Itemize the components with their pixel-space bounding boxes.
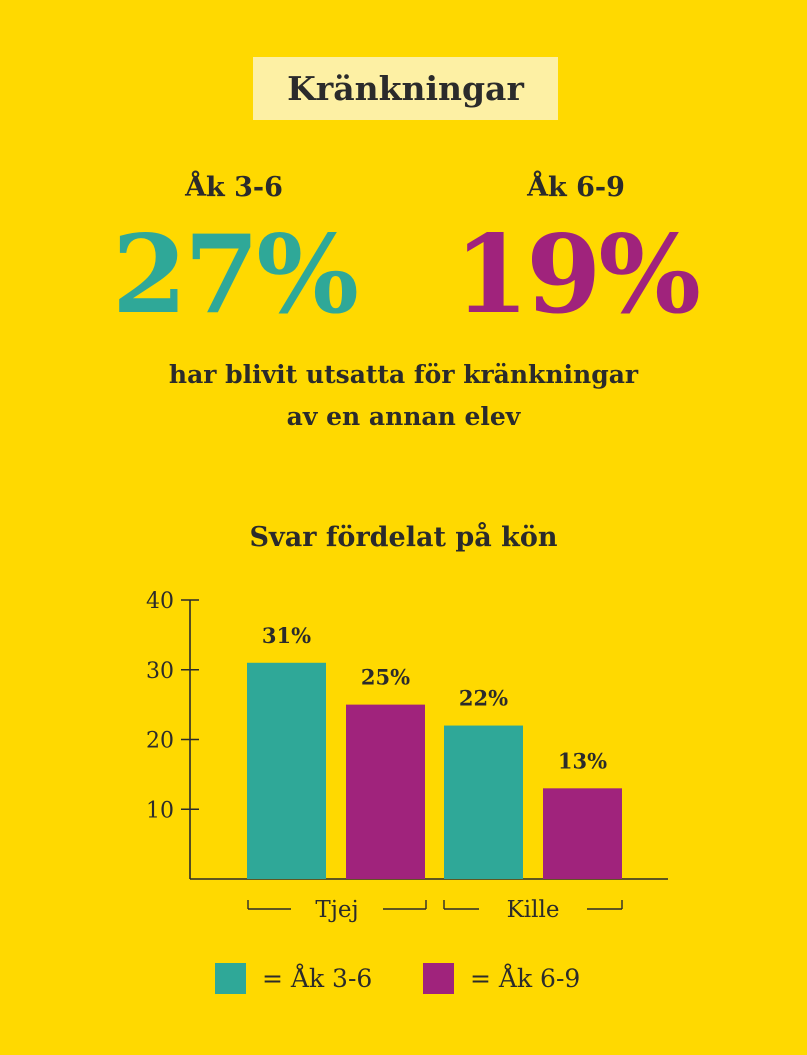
stat-value-ak-6-9: 19% <box>454 212 701 338</box>
legend-swatch-ak-6-9 <box>423 963 454 994</box>
bar-tjej-ak-3-6 <box>247 662 326 879</box>
chart-title: Svar fördelat på kön <box>249 522 558 553</box>
bar-chart: 10 20 30 40 31% 25% 22% 13% Tjej Kille <box>146 589 668 923</box>
category-label-tjej: Tjej <box>315 897 358 923</box>
legend-label-ak-6-9: = Åk 6-9 <box>470 964 581 993</box>
data-label: 22% <box>459 686 508 711</box>
data-label: 31% <box>262 623 311 648</box>
description-line-1: har blivit utsatta för kränkningar <box>168 360 639 389</box>
legend-item-ak-3-6: = Åk 3-6 <box>215 963 372 994</box>
stat-label-ak-3-6: Åk 3-6 <box>185 172 283 203</box>
data-label: 25% <box>361 665 410 690</box>
bar-kille-ak-3-6 <box>444 725 523 879</box>
stat-label-ak-6-9: Åk 6-9 <box>527 172 625 203</box>
category-label-kille: Kille <box>507 897 560 923</box>
page-title: Kränkningar <box>253 57 558 120</box>
data-label: 13% <box>558 748 607 773</box>
y-tick-label: 30 <box>146 659 174 684</box>
legend-swatch-ak-3-6 <box>215 963 246 994</box>
y-tick-label: 20 <box>146 729 174 754</box>
y-tick-label: 10 <box>146 798 174 823</box>
y-tick-label: 40 <box>146 589 174 614</box>
bar-kille-ak-6-9 <box>543 788 622 879</box>
bar-tjej-ak-6-9 <box>346 704 425 879</box>
legend-label-ak-3-6: = Åk 3-6 <box>262 964 373 993</box>
description-line-2: av en annan elev <box>286 402 521 431</box>
legend-item-ak-6-9: = Åk 6-9 <box>423 963 580 994</box>
stat-value-ak-3-6: 27% <box>112 212 359 338</box>
